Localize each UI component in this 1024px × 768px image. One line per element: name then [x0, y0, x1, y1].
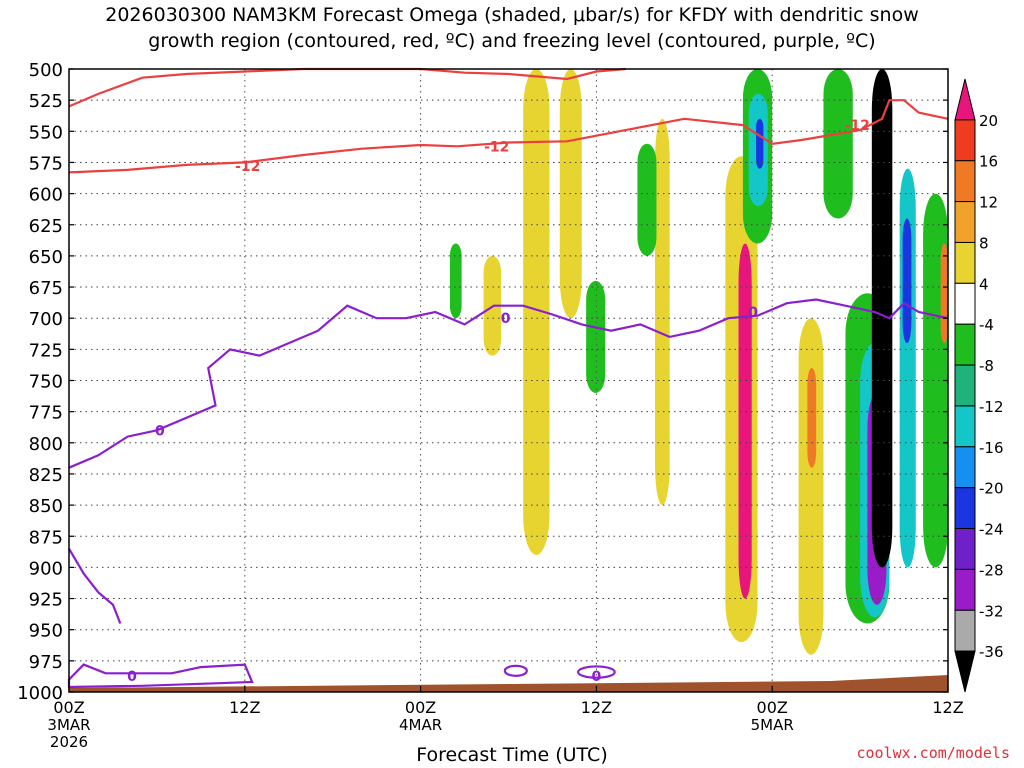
freezing-contour-loop-0	[503, 664, 528, 677]
omega-area-8	[738, 243, 752, 599]
omega-area-6	[586, 280, 606, 393]
freezing-contour-label: 0	[127, 669, 137, 685]
colorbar-label: -24	[979, 521, 1004, 539]
x-tick-label: 12Z	[581, 698, 612, 717]
y-tick-label: 825	[29, 465, 63, 486]
x-tick-label: 12Z	[932, 698, 963, 717]
colorbar-box	[954, 241, 976, 284]
freezing-contour-low	[68, 548, 122, 624]
colorbar-box	[954, 119, 976, 162]
y-tick-label: 525	[29, 91, 63, 112]
y-tick-label: 875	[29, 527, 63, 548]
omega-shading	[449, 69, 948, 655]
colorbar-label: -16	[979, 439, 1004, 457]
colorbar-label: -8	[979, 357, 994, 375]
colorbar-label: -4	[979, 316, 994, 334]
colorbar-box	[954, 568, 976, 611]
colorbar-box	[954, 446, 976, 489]
colorbar-box	[954, 609, 976, 652]
y-tick-label: 700	[29, 309, 63, 330]
colorbar-top-triangle	[954, 78, 976, 121]
colorbar-box	[954, 160, 976, 203]
colorbar-label: -12	[979, 398, 1004, 416]
colorbar-label: 12	[979, 194, 998, 212]
grid	[69, 69, 948, 692]
omega-area-19	[871, 69, 893, 568]
colorbar-label: -36	[979, 643, 1004, 661]
x-tick-year: 2026	[50, 733, 88, 751]
x-tick-label: 12Z	[229, 698, 260, 717]
colorbar-bottom-triangle	[954, 650, 976, 693]
omega-area-21	[902, 218, 912, 344]
omega-area-2	[523, 69, 550, 555]
ground-area	[69, 675, 948, 692]
dgz-contour-label: -12	[484, 139, 509, 155]
x-tick-date: 4MAR	[399, 716, 442, 734]
y-tick-label: 600	[29, 185, 63, 206]
colorbar-label: 8	[979, 234, 989, 252]
y-tick-label: 750	[29, 372, 63, 393]
dgz-contour-label: -12	[235, 159, 260, 175]
omega-area-1	[449, 243, 462, 319]
y-tick-label: 725	[29, 340, 63, 361]
freezing-contour-label: 0	[592, 669, 602, 685]
x-tick-date: 5MAR	[751, 716, 794, 734]
omega-area-23	[940, 243, 948, 344]
x-tick-label: 00Z	[53, 698, 84, 717]
omega-area-4	[655, 118, 670, 506]
y-tick-label: 850	[29, 496, 63, 517]
colorbar-label: -32	[979, 602, 1004, 620]
omega-area-5	[637, 143, 657, 256]
y-tick-label: 500	[29, 60, 63, 81]
y-tick-label: 800	[29, 434, 63, 455]
y-tick-label: 650	[29, 247, 63, 268]
x-tick-label: 00Z	[757, 698, 788, 717]
y-tick-label: 575	[29, 153, 63, 174]
y-tick-label: 1000	[17, 683, 63, 704]
colorbar: 20 16 12 8 4 -4 -8 -12 -16 -20 -24 -28 -32 -36	[954, 78, 1004, 693]
colorbar-box	[954, 201, 976, 243]
y-tick-label: 675	[29, 278, 63, 299]
chart-title-line-2: growth region (contoured, red, ºC) and f…	[148, 30, 876, 52]
colorbar-box	[954, 323, 976, 366]
y-tick-label: 925	[29, 590, 63, 611]
freezing-contour-main	[68, 298, 949, 469]
ground-strip	[69, 675, 948, 692]
x-tick-date: 3MAR	[47, 716, 90, 734]
colorbar-box	[954, 528, 976, 570]
omega-area-14	[823, 69, 853, 219]
x-tick-label: 00Z	[405, 698, 436, 717]
colorbar-box	[954, 364, 976, 407]
dgz-contour-label: -12	[845, 118, 870, 134]
chart-title-line-1: 2026030300 NAM3KM Forecast Omega (shaded…	[105, 4, 919, 26]
colorbar-label: -20	[979, 480, 1004, 498]
colorbar-label: -28	[979, 561, 1004, 579]
freezing-contour-label: 0	[748, 305, 758, 321]
y-tick-label: 550	[29, 122, 63, 143]
freezing-contour-label: 0	[501, 311, 511, 327]
dgz-contour-lower	[68, 99, 949, 174]
freezing-contour-loop-1	[576, 665, 616, 679]
y-tick-label: 950	[29, 621, 63, 642]
colorbar-label: 4	[979, 275, 989, 293]
omega-area-11	[756, 118, 764, 169]
freezing-contour-label: 0	[155, 423, 165, 439]
colorbar-label: 20	[979, 112, 998, 130]
freezing-contour-bottom	[67, 663, 254, 689]
y-axis: 500 525 550 575 600 625 650 675 700 725 750 775 800 8…	[17, 60, 948, 704]
colorbar-box	[954, 405, 976, 448]
y-tick-label: 900	[29, 558, 63, 579]
colorbar-box	[954, 282, 976, 325]
y-tick-label: 625	[29, 216, 63, 237]
omega-area-12	[798, 318, 824, 655]
y-tick-label: 775	[29, 403, 63, 424]
y-tick-label: 975	[29, 652, 63, 673]
credit-text: coolwx.com/models	[856, 744, 1010, 762]
omega-area-13	[807, 368, 817, 468]
colorbar-label: 16	[979, 153, 998, 171]
x-axis-label: Forecast Time (UTC)	[416, 744, 608, 766]
colorbar-box	[954, 487, 976, 530]
